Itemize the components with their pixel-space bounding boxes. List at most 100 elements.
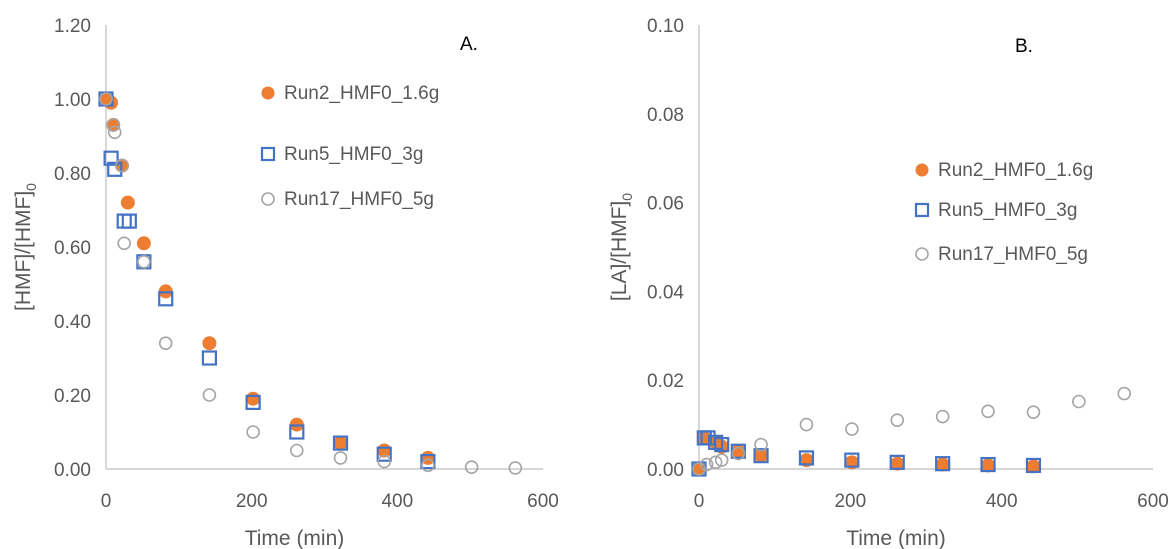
x-tick-label: 200: [834, 491, 866, 512]
data-point: [137, 254, 151, 269]
data-point: [692, 462, 706, 476]
chart-panel-b: 0 200 400 600 0.00 0.02 0.04 0.06 0.08 0.10 Time (…: [608, 16, 1169, 549]
y-axis-label: [HMF]/[HMF]0: [12, 183, 39, 311]
legend-marker: [261, 86, 275, 100]
data-point: [464, 460, 479, 474]
y-axis-label-subscript: 0: [619, 193, 635, 201]
x-axis-label: Time (min): [245, 527, 345, 549]
legend-marker: [260, 146, 276, 162]
data-point: [1026, 405, 1041, 419]
data-point: [289, 424, 305, 440]
data-point: [333, 436, 348, 451]
y-tick-label: 0.04: [647, 282, 684, 303]
y-axis-label-main: [HMF]/[HMF]: [12, 191, 35, 311]
y-tick-label: 0.08: [647, 105, 684, 126]
data-point: [1072, 394, 1086, 409]
data-point: [121, 213, 137, 229]
data-point: [377, 454, 392, 469]
legend-entry: Run17_HMF0_5g: [284, 189, 434, 210]
series-Run5_HMF0_3g: [691, 430, 1042, 477]
y-tick-label: 0.00: [54, 460, 91, 481]
data-point: [714, 436, 730, 453]
y-tick-label: 0.10: [647, 16, 684, 37]
data-point: [290, 443, 304, 458]
y-tick-label: 0.20: [54, 386, 91, 407]
y-tick-label: 0.02: [647, 371, 684, 392]
y-tick-label: 1.00: [54, 90, 91, 111]
data-point: [1025, 457, 1042, 474]
data-point: [714, 453, 729, 467]
data-point: [117, 236, 132, 251]
series-Run17_HMF0_5g: [692, 386, 1132, 476]
data-point: [158, 336, 173, 351]
data-point: [421, 458, 435, 473]
data-point: [107, 125, 122, 140]
data-point: [708, 455, 723, 470]
x-tick-label: 400: [986, 491, 1018, 512]
x-tick-label: 0: [101, 491, 112, 512]
legend-marker: [914, 202, 930, 218]
legend-entry: Run17_HMF0_5g: [938, 244, 1088, 265]
data-point: [508, 461, 523, 475]
y-tick-label: 0.00: [647, 460, 684, 481]
data-point: [103, 150, 119, 166]
y-axis-label-main: [LA]/[HMF]: [608, 201, 631, 301]
legend-marker: [915, 163, 929, 177]
data-point: [246, 391, 261, 406]
legend-entry: Run2_HMF0_1.6g: [938, 160, 1093, 181]
x-axis-label: Time (min): [846, 527, 946, 549]
chart-panel-a: 0 200 400 600 0.00 0.20 0.40 0.60 0.80 1.00 1.20 Ti…: [12, 16, 559, 549]
data-point: [116, 213, 132, 229]
data-point: [136, 236, 151, 251]
data-point: [754, 437, 768, 452]
data-point: [798, 450, 815, 466]
data-point: [981, 404, 995, 419]
data-point: [115, 158, 129, 173]
data-point: [730, 443, 746, 459]
data-point: [980, 456, 996, 473]
data-point: [889, 454, 905, 470]
x-tick-label: 400: [381, 491, 413, 512]
data-point: [699, 457, 714, 472]
y-axis-label: [LA]/[HMF]0: [608, 193, 635, 301]
legend-marker: [915, 247, 929, 261]
data-point: [332, 435, 349, 451]
y-axis-label-subscript: 0: [23, 183, 39, 191]
series-Run17_HMF0_5g: [99, 92, 523, 475]
legend-marker: [261, 192, 275, 206]
data-point: [120, 195, 135, 210]
x-tick-label: 200: [236, 491, 268, 512]
data-point: [420, 454, 436, 470]
data-point: [1117, 386, 1132, 401]
data-point: [935, 456, 951, 472]
x-tick-label: 600: [527, 491, 559, 512]
legend: Run2_HMF0_1.6g Run5_HMF0_3g Run17_HMF0_5g: [260, 83, 439, 210]
data-point: [376, 446, 392, 462]
data-point: [106, 118, 121, 132]
legend: Run2_HMF0_1.6g Run5_HMF0_3g Run17_HMF0_5g: [914, 160, 1093, 265]
x-tick-label: 600: [1137, 491, 1169, 512]
y-tick-label: 0.60: [54, 238, 91, 259]
data-point: [753, 448, 769, 464]
y-tick-label: 0.40: [54, 312, 91, 333]
data-point: [201, 350, 218, 366]
data-point: [845, 422, 859, 436]
y-tick-label: 1.20: [54, 16, 91, 37]
y-tick-label: 0.80: [54, 164, 91, 185]
legend-entry: Run2_HMF0_1.6g: [284, 83, 439, 104]
data-point: [799, 417, 814, 432]
data-point: [158, 291, 174, 307]
panel-label: B.: [1015, 36, 1033, 57]
data-point: [245, 394, 261, 410]
data-point: [731, 446, 746, 461]
data-point: [99, 92, 113, 106]
data-point: [246, 425, 260, 439]
panel-label: A.: [460, 34, 478, 55]
data-point: [107, 161, 123, 177]
data-point: [333, 451, 348, 465]
data-point: [935, 409, 950, 424]
y-tick-label: 0.06: [647, 194, 684, 215]
data-point: [202, 388, 217, 402]
data-point: [844, 452, 860, 468]
